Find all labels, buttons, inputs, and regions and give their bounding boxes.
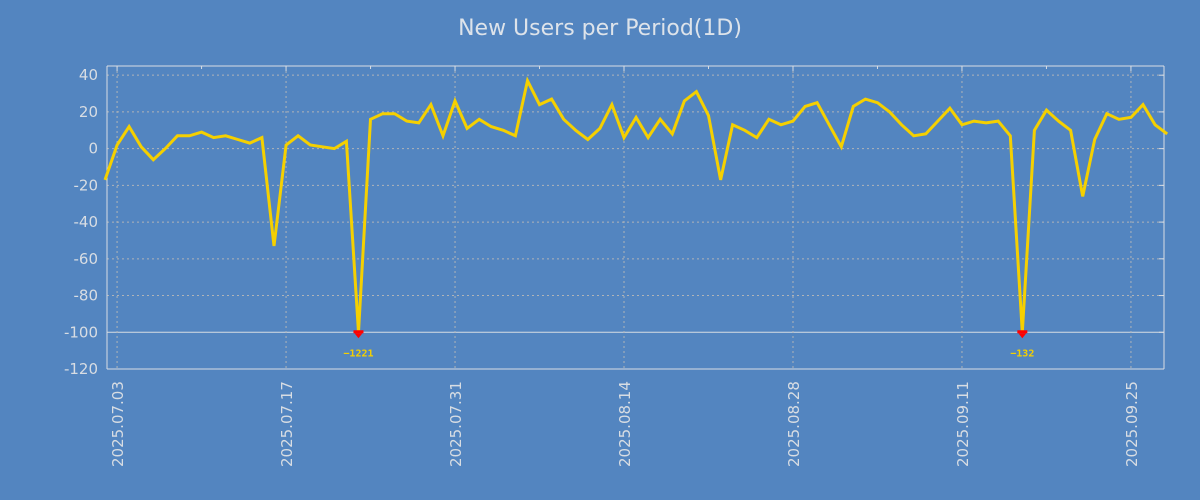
y-tick-label: -40 [74,213,99,231]
y-tick-label: 20 [79,103,98,121]
y-tick-label: -80 [74,287,99,305]
x-tick-label: 2025.07.31 [447,381,465,467]
clip-marker [353,330,364,334]
y-tick-label: 40 [79,66,98,84]
clip-annotation-label: −132 [1010,348,1034,359]
clip-marker [1017,330,1028,334]
x-tick-label: 2025.08.28 [785,381,803,467]
y-tick-label: -100 [64,323,98,341]
y-tick-label: -60 [74,250,99,268]
x-tick-label: 2025.09.11 [954,381,972,467]
x-tick-label: 2025.09.25 [1123,381,1141,467]
clip-arrow-icon [1018,333,1027,339]
series-line [103,76,1169,333]
x-tick-label: 2025.07.03 [109,381,127,467]
clip-arrow-icon [354,333,363,339]
chart-title: New Users per Period(1D) [458,16,742,41]
y-tick-label: -120 [64,360,98,378]
clip-annotation-label: −1221 [343,348,373,359]
x-tick-label: 2025.08.14 [616,381,634,467]
x-tick-label: 2025.07.17 [278,381,296,467]
y-tick-label: -20 [74,176,99,194]
y-tick-label: 0 [88,140,98,158]
